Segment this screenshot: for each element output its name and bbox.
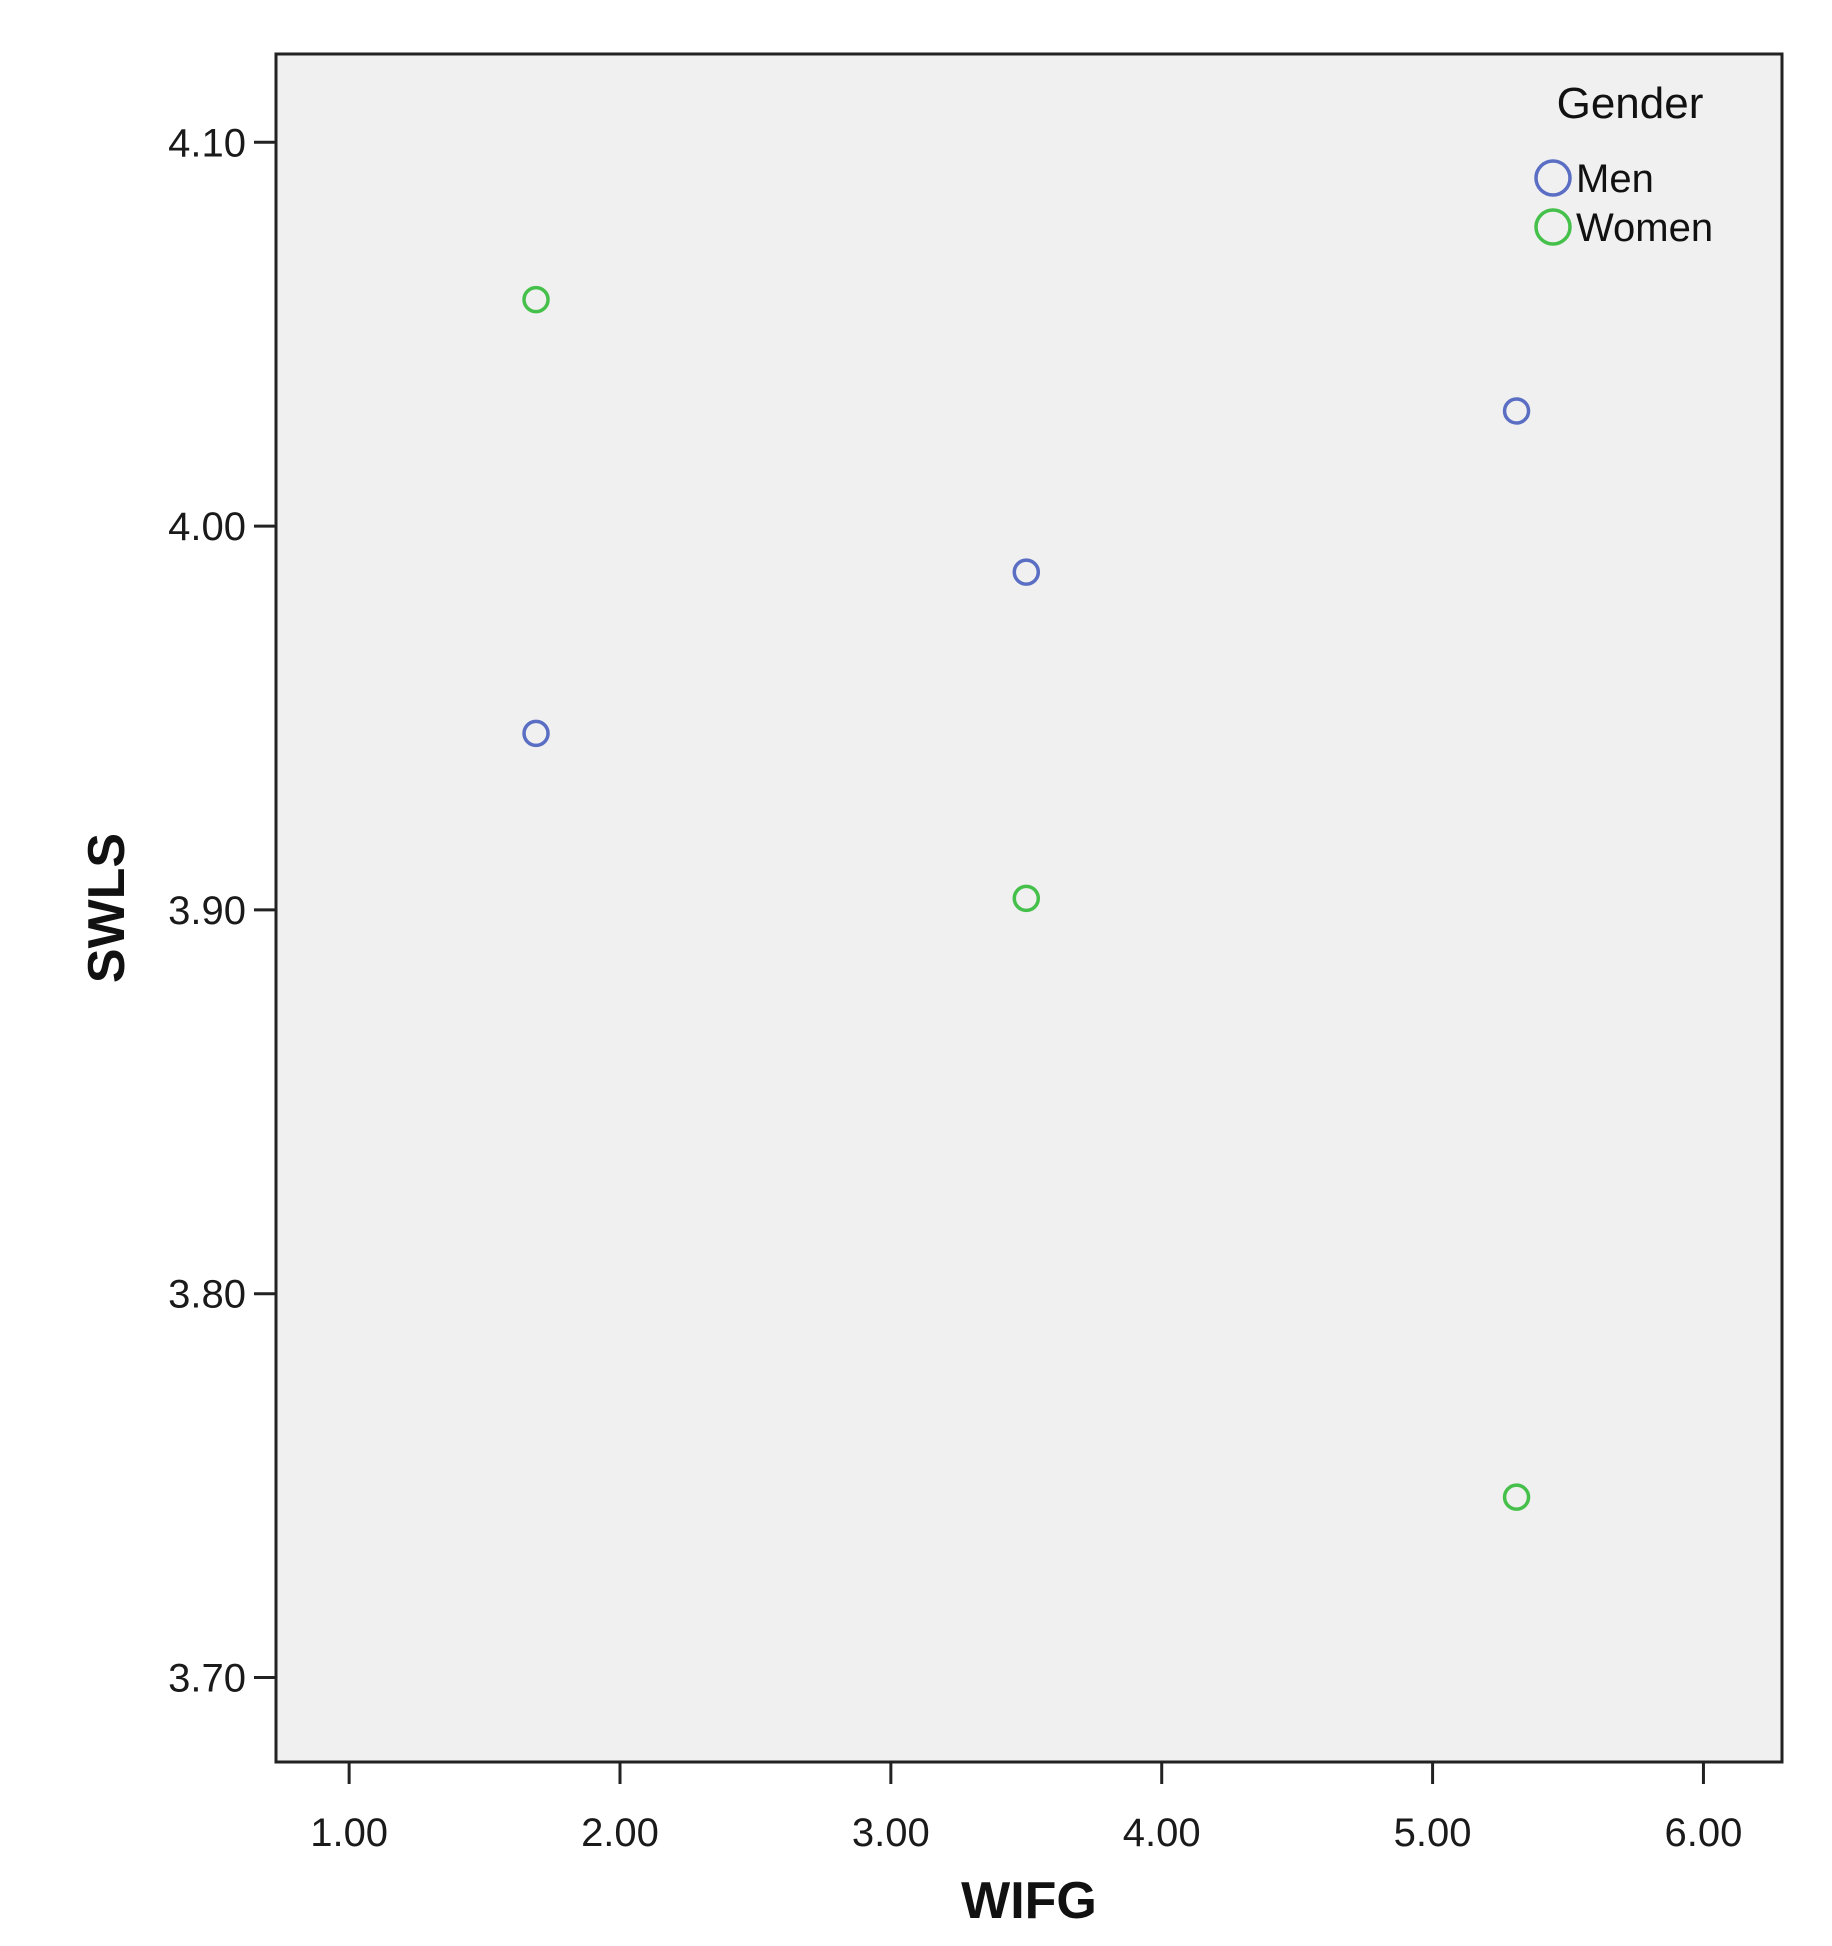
y-axis: 3.70 3.80 3.90 4.00 4.10	[168, 121, 276, 1701]
x-tick-label: 4.00	[1123, 1811, 1201, 1855]
data-point-men	[1012, 558, 1041, 586]
legend-title: Gender	[1557, 79, 1704, 128]
legend-label-women: Women	[1576, 206, 1713, 250]
x-axis: 1.00 2.00 3.00 4.00 5.00 6.00	[310, 1762, 1742, 1855]
data-point-women	[1502, 1483, 1531, 1511]
data-point-men	[1502, 397, 1531, 425]
data-points	[522, 285, 1531, 1511]
data-point-women	[522, 285, 550, 314]
y-tick-label: 4.00	[168, 505, 246, 549]
y-tick-label: 4.10	[168, 121, 246, 165]
y-tick-label: 3.70	[168, 1657, 246, 1701]
y-axis-title: SWLS	[78, 833, 136, 983]
y-tick-label: 3.80	[168, 1273, 246, 1317]
legend-marker-women	[1534, 208, 1572, 246]
legend: Gender Men Women	[1534, 79, 1713, 250]
legend-label-men: Men	[1576, 157, 1654, 201]
x-tick-label: 5.00	[1394, 1811, 1472, 1855]
y-tick-label: 3.90	[168, 889, 246, 933]
plot-area	[274, 52, 1784, 1764]
data-point-men	[522, 719, 550, 748]
x-axis-title: WIFG	[961, 1872, 1097, 1930]
x-tick-label: 3.00	[852, 1811, 930, 1855]
data-point-women	[1012, 884, 1041, 913]
legend-marker-men	[1534, 159, 1572, 197]
x-tick-label: 2.00	[581, 1811, 659, 1855]
x-tick-label: 1.00	[310, 1811, 388, 1855]
x-tick-label: 6.00	[1665, 1811, 1743, 1855]
